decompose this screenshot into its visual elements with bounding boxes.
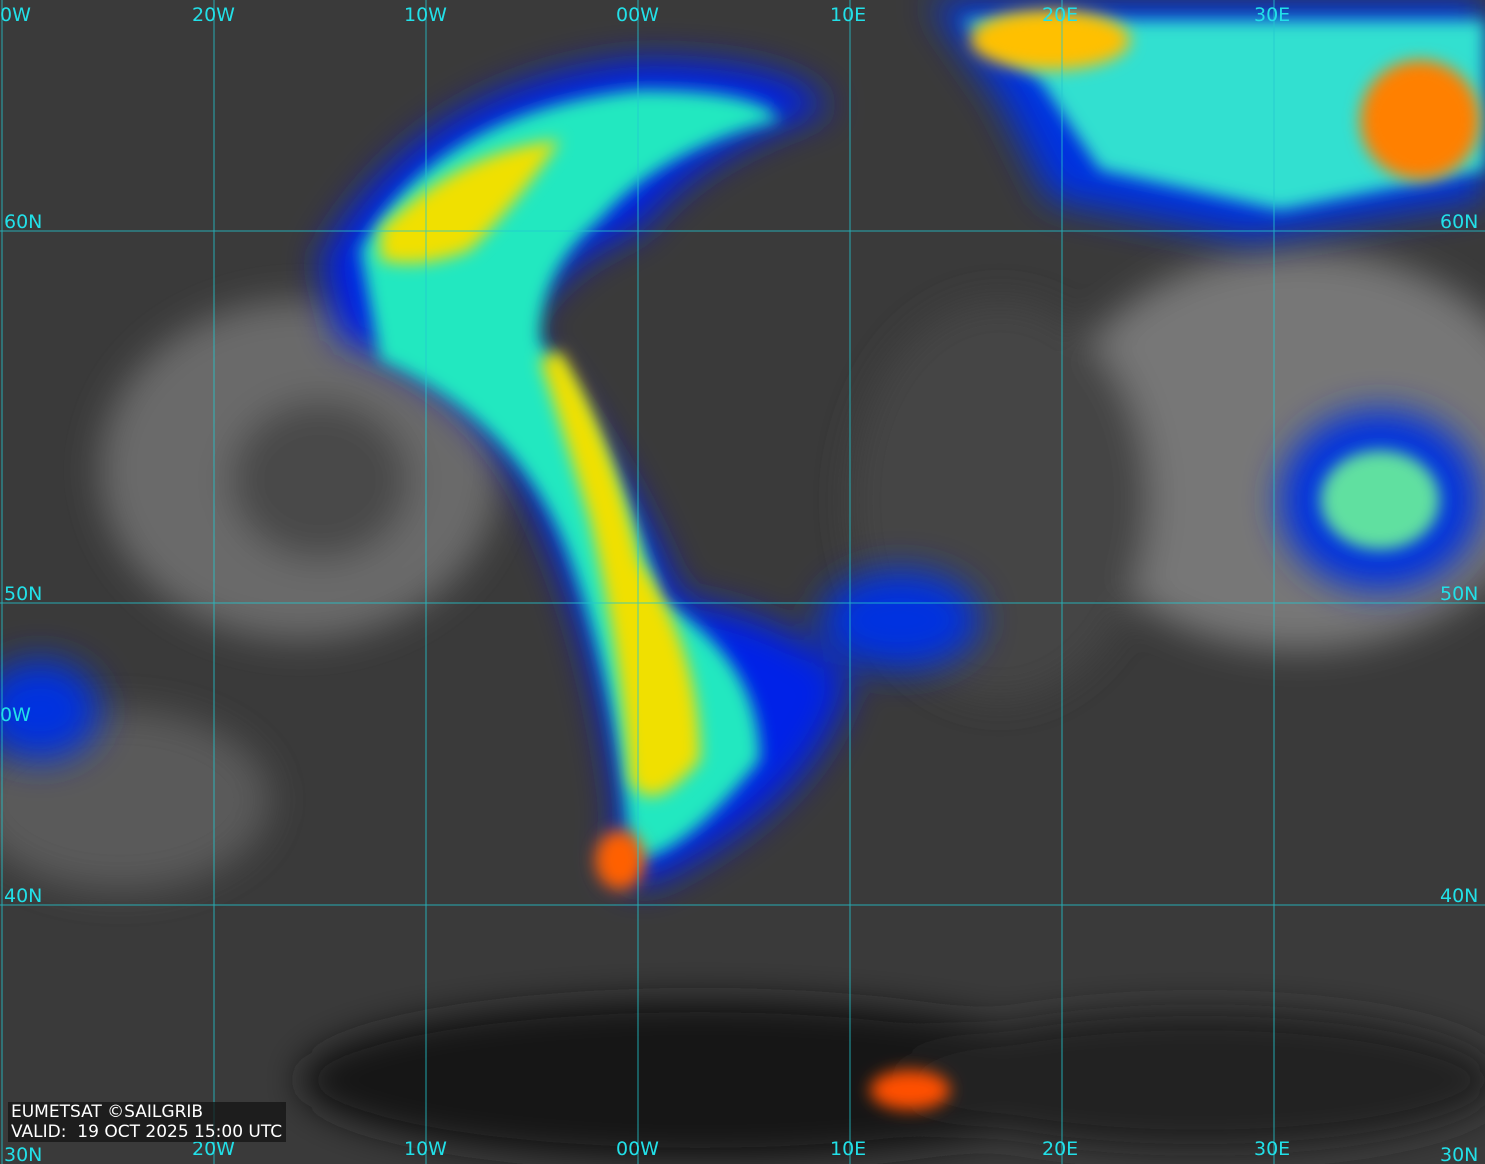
valid-time-line: VALID: 19 OCT 2025 15:00 UTC (11, 1122, 282, 1142)
lon-label-top: 20E (1042, 4, 1079, 26)
lon-label-bottom: 30E (1254, 1138, 1291, 1160)
lon-label-bottom: 20E (1042, 1138, 1079, 1160)
lat-label-right: 40N (1440, 885, 1479, 907)
lon-label-bottom: 20W (192, 1138, 235, 1160)
lon-label-left: 0W (0, 704, 31, 726)
lon-label-bottom: 00W (616, 1138, 659, 1160)
lon-label-bottom: 10E (830, 1138, 867, 1160)
lon-label-top: 0W (0, 4, 31, 26)
lat-label-right: 60N (1440, 211, 1479, 233)
valid-label: VALID: (11, 1122, 67, 1142)
valid-time: 19 OCT 2025 15:00 UTC (77, 1122, 283, 1142)
lat-label-left: 40N (4, 885, 43, 907)
image-credit-stamp: EUMETSAT ©SAILGRIB VALID: 19 OCT 2025 15… (8, 1102, 287, 1142)
lon-label-top: 10E (830, 4, 867, 26)
lat-label-left: 50N (4, 583, 43, 605)
lon-label-bottom: 10W (404, 1138, 447, 1160)
credit-text: EUMETSAT ©SAILGRIB (11, 1102, 204, 1122)
lat-label-right: 50N (1440, 583, 1479, 605)
lon-label-top: 00W (616, 4, 659, 26)
lat-label-left: 60N (4, 211, 43, 233)
lat-label-left: 30N (4, 1144, 43, 1164)
lon-label-top: 30E (1254, 4, 1291, 26)
lon-label-top: 20W (192, 4, 235, 26)
lon-label-top: 10W (404, 4, 447, 26)
lat-label-right: 30N (1440, 1144, 1479, 1164)
warm-cloud-layer (380, 10, 1480, 1110)
